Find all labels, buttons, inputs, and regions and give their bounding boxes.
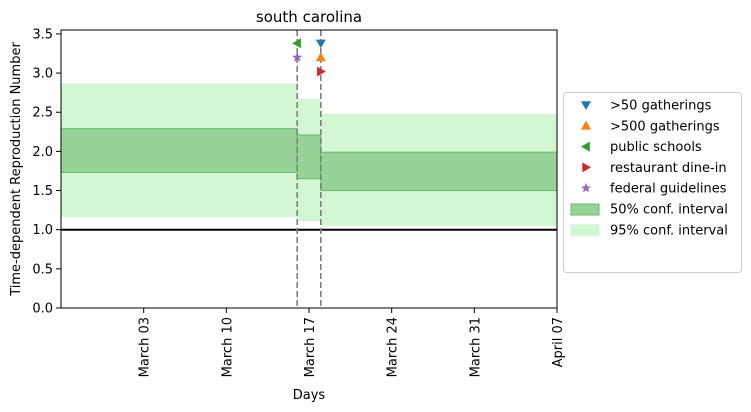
legend-marker (581, 120, 591, 130)
y-axis: 0.0 0.5 1.0 1.5 2.0 2.5 3.0 3.5 (32, 27, 61, 317)
legend-label: >50 gatherings (610, 99, 712, 114)
legend-marker (581, 101, 591, 110)
ci50-band (320, 151, 558, 192)
legend-label: restaurant dine-in (610, 161, 727, 176)
intervention-marker (292, 38, 301, 49)
legend-label: public schools (610, 140, 702, 155)
y-tick-label: 2.5 (32, 106, 53, 121)
legend-label: federal guidelines (610, 182, 727, 197)
y-tick-label: 3.5 (32, 27, 53, 42)
legend-marker (581, 182, 591, 193)
x-tick-label: April 07 (551, 317, 566, 367)
x-axis-label: Days (293, 388, 326, 403)
intervention-marker (317, 66, 326, 77)
legend-box (563, 92, 742, 273)
x-tick-label: March 17 (303, 317, 318, 377)
intervention-marker (292, 52, 303, 62)
y-tick-label: 0.5 (32, 262, 53, 277)
legend-patch (570, 203, 600, 216)
x-tick-label: March 03 (138, 317, 153, 377)
x-axis: March 03 March 10 March 17 March 24 March 31… (138, 308, 566, 377)
y-tick-label: 3.0 (32, 67, 53, 82)
legend-label: >500 gatherings (610, 119, 720, 134)
legend-patch (570, 224, 600, 237)
y-tick-label: 2.0 (32, 145, 53, 160)
ci50-band (60, 128, 298, 174)
y-tick-label: 0.0 (32, 302, 53, 317)
x-tick-label: March 31 (468, 317, 483, 377)
legend-label: 50% conf. interval (610, 203, 728, 218)
legend-marker (582, 162, 591, 173)
legend-label: 95% conf. interval (610, 223, 728, 238)
legend-marker (581, 141, 590, 152)
plot-area (60, 30, 558, 308)
ci50-band (296, 134, 322, 180)
intervention-marker (315, 39, 326, 49)
y-axis-label: Time-dependent Reproduction Number (9, 42, 24, 297)
x-tick-label: March 10 (220, 317, 235, 377)
legend: >50 gatherings >500 gatherings public scho… (563, 92, 742, 273)
x-tick-label: March 24 (386, 317, 401, 377)
intervention-marker (315, 52, 326, 62)
chart-title: south carolina (256, 8, 362, 26)
y-tick-label: 1.5 (32, 184, 53, 199)
y-tick-label: 1.0 (32, 223, 53, 238)
